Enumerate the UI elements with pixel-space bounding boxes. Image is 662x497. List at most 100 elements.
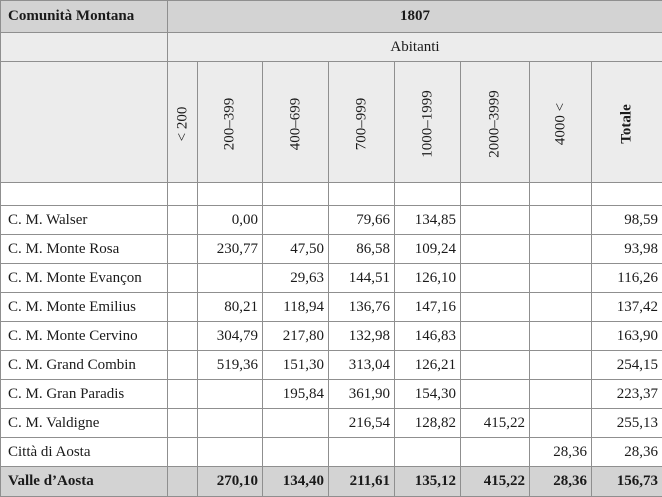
abitanti-header: Abitanti [168, 33, 662, 62]
row-label: C. M. Monte Rosa [1, 235, 168, 264]
region-column-header: Comunità Montana [1, 1, 168, 33]
empty-cell [1, 183, 168, 206]
table-row: C. M. Monte Evançon 29,63 144,51 126,10 … [1, 264, 662, 293]
col-header-totale: Totale [592, 62, 662, 183]
table-cell: 29,63 [263, 264, 329, 293]
table-cell: 137,42 [592, 293, 662, 322]
table-cell [198, 438, 263, 467]
table-cell: 0,00 [198, 206, 263, 235]
table-cell [198, 409, 263, 438]
subheader-row: Abitanti [1, 33, 662, 62]
total-cell: 135,12 [395, 467, 461, 497]
table-row: C. M. Monte Emilius 80,21 118,94 136,76 … [1, 293, 662, 322]
table-cell: 163,90 [592, 322, 662, 351]
col-header-label: 4000 < [552, 103, 569, 145]
table-cell [461, 293, 530, 322]
total-cell: 270,10 [198, 467, 263, 497]
row-label: Città di Aosta [1, 438, 168, 467]
table-cell: 313,04 [329, 351, 395, 380]
table-cell: 217,80 [263, 322, 329, 351]
empty-cell [1, 33, 168, 62]
table-cell [168, 264, 198, 293]
table-cell: 132,98 [329, 322, 395, 351]
table-cell: 415,22 [461, 409, 530, 438]
table-cell [461, 235, 530, 264]
row-label: C. M. Gran Paradis [1, 380, 168, 409]
table-cell [168, 235, 198, 264]
empty-cell [530, 183, 592, 206]
col-header-label: Totale [619, 105, 636, 144]
table-cell [395, 438, 461, 467]
table-cell [198, 380, 263, 409]
total-cell [168, 467, 198, 497]
table-cell: 230,77 [198, 235, 263, 264]
table-cell: 136,76 [329, 293, 395, 322]
table-row: C. M. Monte Cervino 304,79 217,80 132,98… [1, 322, 662, 351]
col-header-label: 2000–3999 [487, 91, 504, 159]
empty-cell [1, 62, 168, 183]
year-header: 1807 [168, 1, 662, 33]
col-header-label: 400–699 [287, 98, 304, 151]
col-header-label: 700–999 [353, 98, 370, 151]
table-cell [168, 409, 198, 438]
table-cell: 128,82 [395, 409, 461, 438]
col-header-gt4000: 4000 < [530, 62, 592, 183]
table-cell: 361,90 [329, 380, 395, 409]
table-cell: 126,10 [395, 264, 461, 293]
empty-cell [461, 183, 530, 206]
table-cell: 134,85 [395, 206, 461, 235]
total-cell: 211,61 [329, 467, 395, 497]
empty-cell [329, 183, 395, 206]
title-row: Comunità Montana 1807 [1, 1, 662, 33]
col-header-lt200: < 200 [168, 62, 198, 183]
row-label: C. M. Monte Evançon [1, 264, 168, 293]
col-header-400-699: 400–699 [263, 62, 329, 183]
table-cell: 304,79 [198, 322, 263, 351]
table-cell [168, 351, 198, 380]
row-label: C. M. Grand Combin [1, 351, 168, 380]
table-row: C. M. Valdigne 216,54 128,82 415,22 255,… [1, 409, 662, 438]
table-cell [263, 206, 329, 235]
row-label: C. M. Monte Cervino [1, 322, 168, 351]
table-cell: 28,36 [592, 438, 662, 467]
table-cell [168, 206, 198, 235]
table-row: C. M. Monte Rosa 230,77 47,50 86,58 109,… [1, 235, 662, 264]
table-cell [461, 438, 530, 467]
table-cell: 86,58 [329, 235, 395, 264]
table-row: Città di Aosta 28,36 28,36 [1, 438, 662, 467]
total-row-label: Valle d’Aosta [1, 467, 168, 497]
table-cell: 47,50 [263, 235, 329, 264]
table-cell: 116,26 [592, 264, 662, 293]
table-cell: 126,21 [395, 351, 461, 380]
table-cell: 147,16 [395, 293, 461, 322]
table-cell: 255,13 [592, 409, 662, 438]
empty-cell [395, 183, 461, 206]
table-cell [530, 380, 592, 409]
table-cell [168, 322, 198, 351]
table-cell [263, 409, 329, 438]
spacer-row [1, 183, 662, 206]
col-header-1000-1999: 1000–1999 [395, 62, 461, 183]
table-row: C. M. Grand Combin 519,36 151,30 313,04 … [1, 351, 662, 380]
table-cell: 216,54 [329, 409, 395, 438]
table-cell [329, 438, 395, 467]
col-header-700-999: 700–999 [329, 62, 395, 183]
table-cell: 223,37 [592, 380, 662, 409]
empty-cell [168, 183, 198, 206]
table-cell [168, 293, 198, 322]
col-header-200-399: 200–399 [198, 62, 263, 183]
col-header-2000-3999: 2000–3999 [461, 62, 530, 183]
table-cell [530, 235, 592, 264]
table-cell [168, 438, 198, 467]
table-cell: 195,84 [263, 380, 329, 409]
table-row: C. M. Walser 0,00 79,66 134,85 98,59 [1, 206, 662, 235]
table-cell: 80,21 [198, 293, 263, 322]
total-cell: 28,36 [530, 467, 592, 497]
total-cell: 156,73 [592, 467, 662, 497]
column-header-row: < 200 200–399 400–699 700–999 1000–1999 … [1, 62, 662, 183]
table-cell: 118,94 [263, 293, 329, 322]
table-cell: 98,59 [592, 206, 662, 235]
empty-cell [198, 183, 263, 206]
empty-cell [263, 183, 329, 206]
